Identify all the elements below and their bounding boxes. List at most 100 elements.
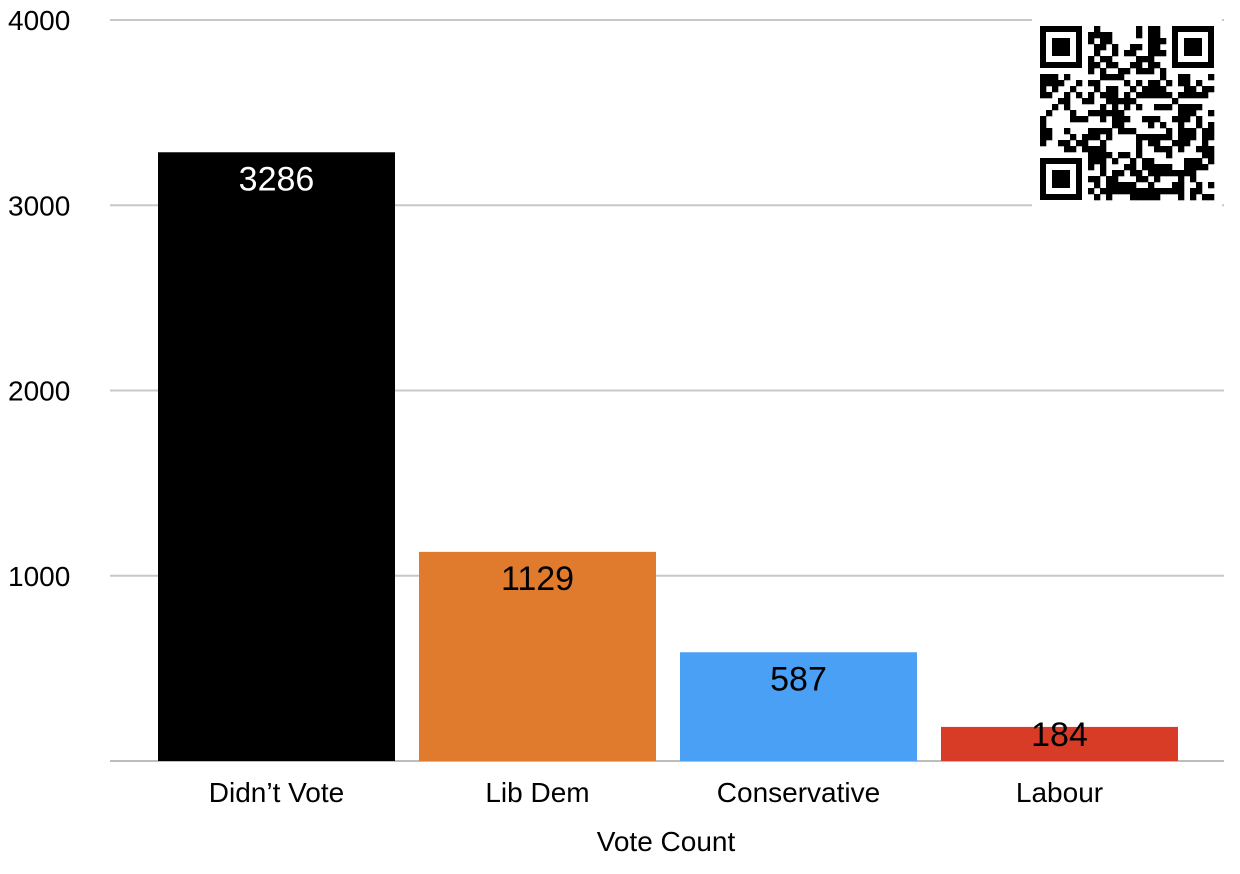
qr-module [1190, 164, 1197, 171]
qr-module [1196, 188, 1203, 195]
qr-module [1070, 86, 1077, 93]
qr-module [1124, 50, 1131, 57]
qr-module [1106, 152, 1113, 159]
qr-module [1088, 80, 1095, 87]
qr-module [1112, 176, 1119, 183]
qr-module [1184, 128, 1191, 135]
qr-module [1208, 194, 1215, 201]
qr-module [1142, 116, 1149, 123]
qr-module [1208, 134, 1215, 141]
qr-module [1094, 26, 1101, 33]
qr-module [1190, 194, 1197, 201]
qr-module [1112, 158, 1119, 165]
qr-module [1148, 188, 1155, 195]
qr-module [1166, 128, 1173, 135]
qr-module [1178, 128, 1185, 135]
x-tick-label: Lib Dem [485, 777, 589, 808]
qr-module [1166, 170, 1173, 177]
qr-module [1124, 182, 1131, 189]
qr-module [1154, 194, 1161, 201]
qr-module [1148, 170, 1155, 177]
qr-module [1058, 80, 1065, 87]
qr-module [1100, 56, 1107, 63]
qr-module [1052, 104, 1059, 111]
qr-module [1094, 194, 1101, 201]
qr-module [1088, 188, 1095, 195]
qr-module [1040, 92, 1047, 99]
qr-module [1148, 50, 1155, 57]
qr-module [1118, 110, 1125, 117]
qr-module [1118, 116, 1125, 123]
qr-module [1208, 74, 1215, 81]
x-tick-label: Didn’t Vote [209, 777, 344, 808]
qr-module [1184, 158, 1191, 165]
qr-module [1106, 98, 1113, 105]
qr-module [1046, 128, 1053, 135]
qr-module [1094, 182, 1101, 189]
qr-module [1112, 62, 1119, 69]
qr-module [1142, 194, 1149, 201]
qr-module [1046, 80, 1053, 87]
qr-module [1178, 146, 1185, 153]
qr-module [1112, 44, 1119, 51]
qr-module [1088, 68, 1095, 75]
qr-module [1202, 164, 1209, 171]
qr-module [1088, 152, 1095, 159]
qr-module [1166, 164, 1173, 171]
qr-module [1094, 80, 1101, 87]
qr-module [1106, 74, 1113, 81]
qr-module [1136, 44, 1143, 51]
data-label: 1129 [501, 560, 574, 598]
qr-module [1100, 110, 1107, 117]
qr-module [1112, 50, 1119, 57]
qr-module [1148, 134, 1155, 141]
qr-module [1100, 116, 1107, 123]
qr-module [1070, 134, 1077, 141]
data-labels: 3286 1129 587 184 [239, 160, 1088, 754]
qr-module [1166, 134, 1173, 141]
qr-module [1124, 92, 1131, 99]
qr-module [1160, 50, 1167, 57]
qr-module [1178, 188, 1185, 195]
qr-module [1160, 68, 1167, 75]
qr-module [1076, 140, 1083, 147]
qr-module [1082, 146, 1089, 153]
qr-module [1106, 182, 1113, 189]
qr-module [1106, 188, 1113, 195]
qr-module [1148, 122, 1155, 129]
qr-module [1130, 170, 1137, 177]
qr-module [1178, 80, 1185, 87]
qr-module [1178, 116, 1185, 123]
qr-module [1118, 74, 1125, 81]
qr-module [1196, 80, 1203, 87]
qr-finder-inner [1052, 170, 1070, 188]
qr-module [1190, 86, 1197, 93]
qr-module [1190, 176, 1197, 183]
qr-module [1052, 80, 1059, 87]
data-label: 3286 [239, 160, 315, 198]
qr-module [1196, 116, 1203, 123]
qr-module [1106, 38, 1113, 45]
qr-module [1202, 92, 1209, 99]
qr-module [1148, 44, 1155, 51]
qr-module [1118, 68, 1125, 75]
qr-module [1196, 146, 1203, 153]
qr-module [1142, 158, 1149, 165]
qr-module [1100, 152, 1107, 159]
bar [419, 551, 656, 761]
qr-module [1172, 182, 1179, 189]
qr-module [1208, 128, 1215, 135]
y-tick-label: 2000 [8, 376, 70, 407]
qr-module [1148, 86, 1155, 93]
qr-module [1208, 122, 1215, 129]
qr-module [1112, 92, 1119, 99]
qr-module [1184, 134, 1191, 141]
qr-module [1136, 32, 1143, 39]
qr-module [1154, 26, 1161, 33]
x-tick-label: Labour [1016, 777, 1103, 808]
qr-module [1190, 134, 1197, 141]
qr-module [1100, 188, 1107, 195]
qr-module [1130, 62, 1137, 69]
qr-module [1154, 80, 1161, 87]
qr-module [1136, 146, 1143, 153]
